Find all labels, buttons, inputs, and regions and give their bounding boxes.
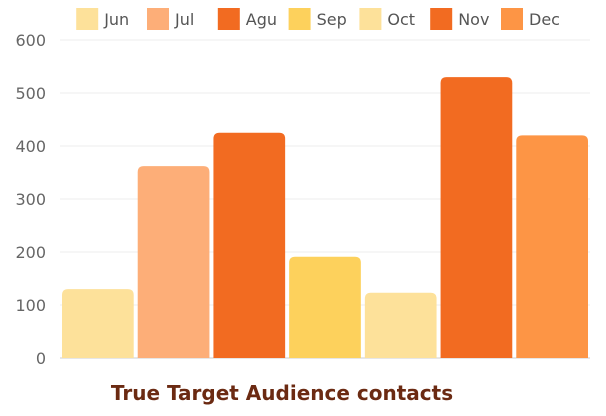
bar-oct[interactable] <box>364 292 437 358</box>
legend-swatch <box>147 8 169 30</box>
legend-label: Jul <box>174 10 194 29</box>
legend-item-jul[interactable]: Jul <box>147 8 194 30</box>
legend-label: Dec <box>529 10 560 29</box>
legend-item-agu[interactable]: Agu <box>217 8 277 30</box>
y-tick-label: 200 <box>15 243 46 262</box>
bar-dec[interactable] <box>516 135 588 358</box>
legend-label: Jun <box>103 10 129 29</box>
legend[interactable]: Jun Jul Agu Sep Oct Nov Dec <box>76 8 560 30</box>
y-axis: 0 100 200 300 400 500 600 <box>15 31 46 368</box>
legend-swatch <box>359 8 382 30</box>
legend-swatch <box>217 8 240 30</box>
legend-label: Nov <box>458 10 489 29</box>
legend-item-oct[interactable]: Oct <box>359 8 415 30</box>
bar-sep[interactable] <box>289 256 361 358</box>
legend-swatch <box>76 8 99 30</box>
bar-agu[interactable] <box>213 132 286 358</box>
bars <box>62 77 588 358</box>
legend-item-nov[interactable]: Nov <box>430 8 489 30</box>
legend-label: Oct <box>387 10 415 29</box>
legend-swatch <box>501 8 523 30</box>
bar-jun[interactable] <box>62 289 134 358</box>
legend-label: Agu <box>246 10 277 29</box>
legend-item-jun[interactable]: Jun <box>76 8 129 30</box>
y-tick-label: 0 <box>36 349 46 368</box>
y-tick-label: 400 <box>15 137 46 156</box>
legend-swatch <box>430 8 453 30</box>
y-tick-label: 300 <box>15 190 46 209</box>
chart-title: True Target Audience contacts <box>111 381 453 405</box>
bar-jul[interactable] <box>137 166 210 358</box>
legend-swatch <box>288 8 311 30</box>
y-tick-label: 500 <box>15 84 46 103</box>
legend-label: Sep <box>317 10 347 29</box>
legend-item-dec[interactable]: Dec <box>501 8 560 30</box>
y-tick-label: 600 <box>15 31 46 50</box>
bar-nov[interactable] <box>440 77 513 358</box>
y-tick-label: 100 <box>15 296 46 315</box>
legend-item-sep[interactable]: Sep <box>288 8 347 30</box>
